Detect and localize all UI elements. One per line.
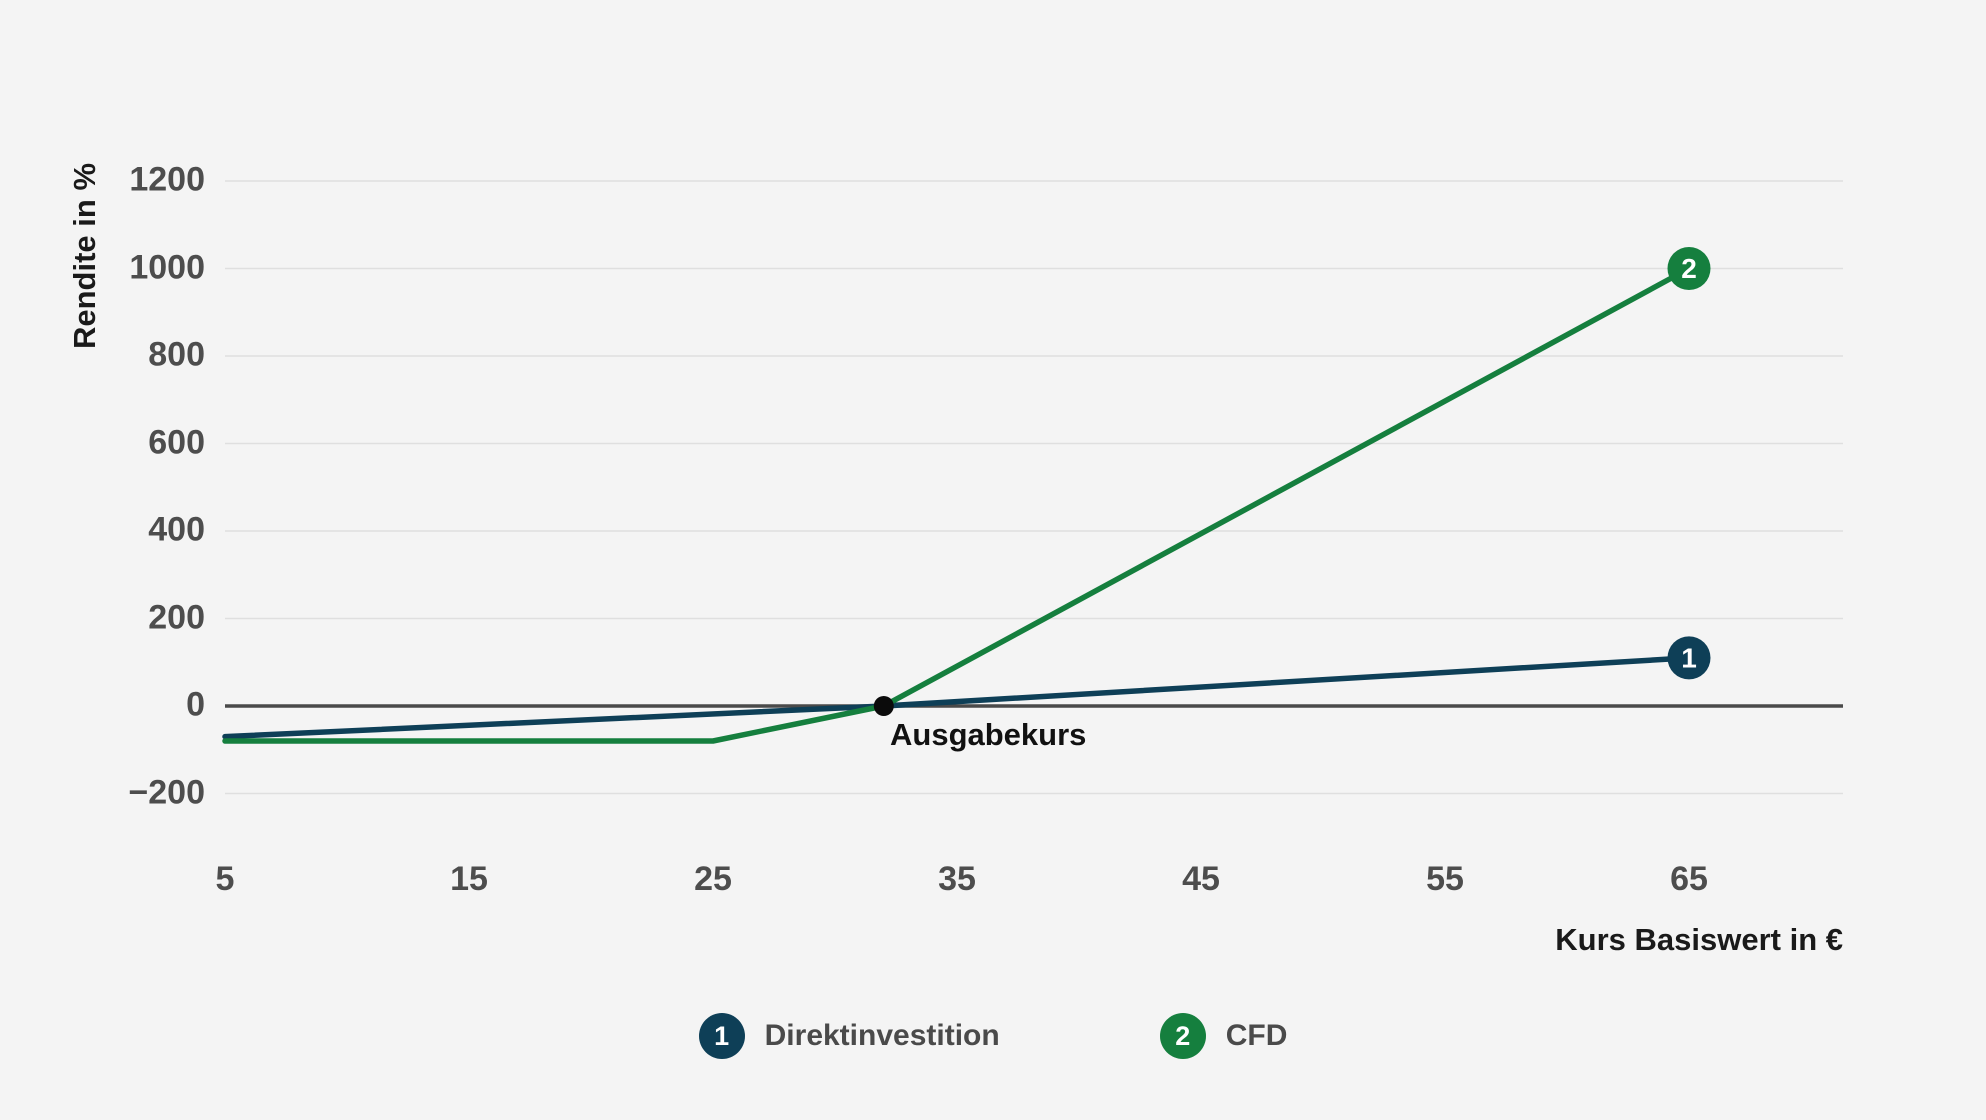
y-tick-label: 1000 [129, 248, 205, 287]
x-tick-label: 55 [1426, 860, 1464, 898]
x-tick-label: 65 [1670, 860, 1708, 898]
x-axis-title: Kurs Basiswert in € [1555, 922, 1843, 957]
x-tick-label: 45 [1182, 860, 1220, 898]
series-2-endpoint-number: 2 [1681, 253, 1697, 284]
series-line-2 [222, 265, 1692, 744]
legend-label-cfd: CFD [1225, 1019, 1288, 1052]
legend-label-direktinvestition: Direktinvestition [764, 1019, 1000, 1052]
y-tick-label: 600 [148, 423, 205, 462]
x-tick-label: 15 [450, 860, 488, 898]
x-tick-label: 5 [215, 860, 235, 898]
series-1-badge-icon: 1 [698, 1013, 745, 1059]
ausgabekurs-dot [873, 696, 894, 716]
y-tick-label: 0 [186, 685, 205, 724]
legend-item-direktinvestition: 1 Direktinvestition [698, 1013, 1000, 1059]
legend: 1 Direktinvestition 2 CFD [0, 1013, 1986, 1059]
series-2-endpoint-marker [1667, 247, 1711, 290]
series-1-endpoint-number: 1 [1681, 642, 1697, 673]
y-tick-label: −200 [128, 773, 205, 812]
y-tick-label: 200 [148, 598, 205, 637]
ausgabekurs-label: Ausgabekurs [890, 717, 1087, 752]
y-tick-label: 800 [148, 335, 205, 374]
x-tick-label: 35 [938, 860, 976, 898]
series-2-badge-icon: 2 [1159, 1013, 1206, 1059]
series-1-endpoint-marker [1667, 636, 1711, 680]
x-tick-label: 25 [694, 860, 732, 898]
y-tick-label: 1200 [129, 160, 205, 199]
legend-item-cfd: 2 CFD [1159, 1013, 1288, 1059]
y-tick-label: 400 [148, 510, 205, 549]
